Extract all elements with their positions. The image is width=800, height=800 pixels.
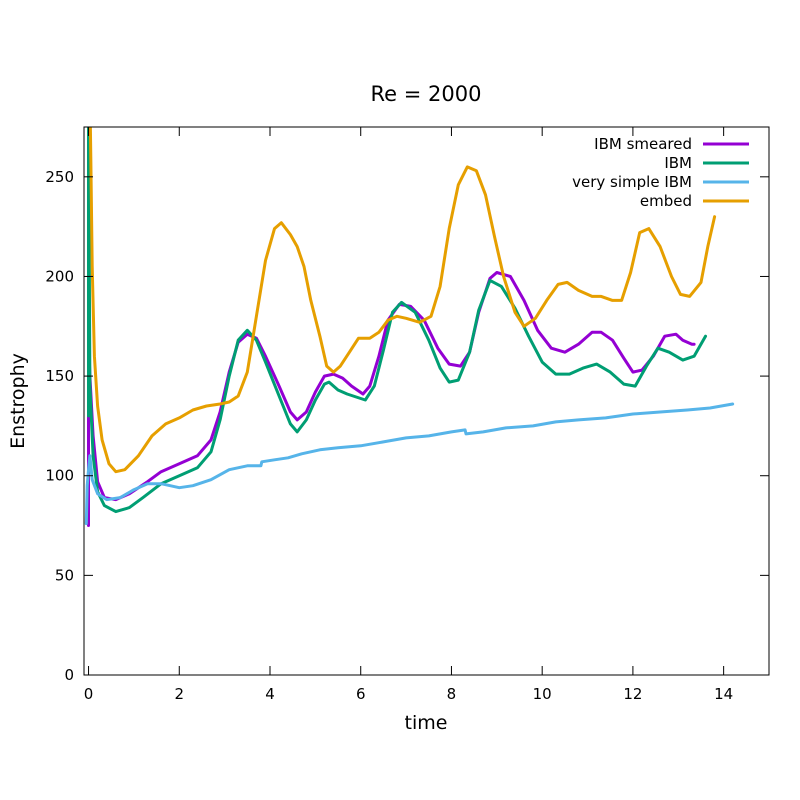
chart-title: Re = 2000	[371, 82, 482, 106]
series-line-very-simple-ibm	[84, 402, 735, 526]
legend-label-embed: embed	[640, 192, 692, 210]
y-tick-label: 200	[45, 267, 74, 285]
x-axis-label: time	[405, 712, 448, 734]
axis-ticks: 0 2 4 6 8 10 12 14 0 50 100 150 200 250	[45, 127, 769, 703]
plot-area	[84, 127, 735, 527]
series-line-ibm	[87, 127, 707, 514]
x-tick-label: 12	[623, 685, 642, 703]
x-tick-label: 4	[265, 685, 275, 703]
y-tick-label: 250	[45, 168, 74, 186]
legend-label-very-simple-ibm: very simple IBM	[572, 173, 692, 191]
y-tick-label: 0	[64, 666, 74, 684]
x-tick-label: 2	[174, 685, 184, 703]
legend-label-ibm: IBM	[664, 154, 692, 172]
x-tick-label: 14	[714, 685, 733, 703]
x-tick-label: 0	[84, 685, 94, 703]
y-axis-label: Enstrophy	[7, 353, 29, 449]
y-tick-label: 100	[45, 467, 74, 485]
y-tick-label: 150	[45, 367, 74, 385]
legend-label-ibm-smeared: IBM smeared	[594, 135, 692, 153]
series-line-ibm-smeared	[87, 271, 696, 527]
plot-frame	[83, 126, 770, 676]
y-tick-label: 50	[55, 566, 74, 584]
series-line-embed	[88, 127, 717, 474]
x-tick-label: 8	[447, 685, 457, 703]
x-tick-label: 10	[533, 685, 552, 703]
x-tick-label: 6	[356, 685, 366, 703]
